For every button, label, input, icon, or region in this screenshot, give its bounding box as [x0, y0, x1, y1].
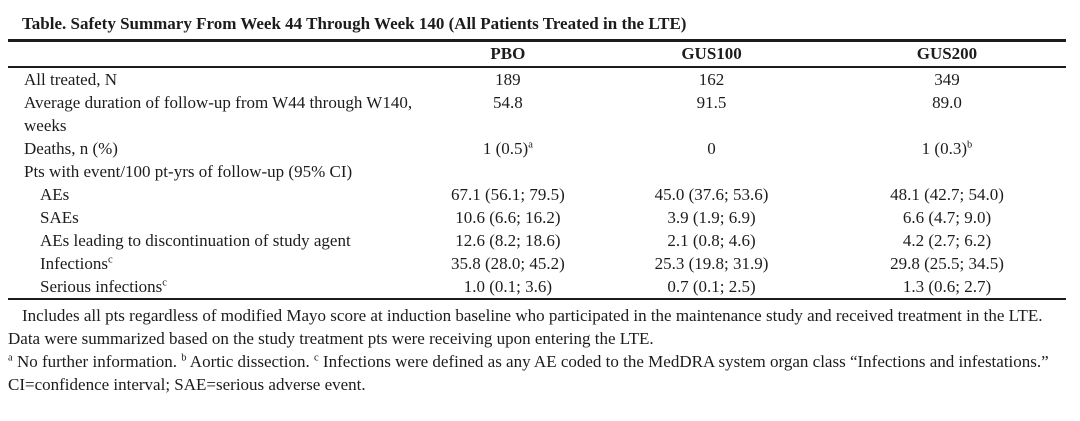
table-row: All treated, N 189 162 349 [8, 67, 1066, 91]
cell-value: 89.0 [932, 93, 962, 112]
header-row: PBO GUS100 GUS200 [8, 42, 1066, 68]
cell-value: 189 [495, 70, 521, 89]
cell-value [421, 160, 596, 183]
row-label: AEs [40, 185, 70, 204]
footnote-abbreviations: CI=confidence interval; SAE=serious adve… [8, 375, 366, 394]
cell-value [828, 160, 1066, 183]
table-row: AEs leading to discontinuation of study … [8, 229, 1066, 252]
cell-value: 2.1 (0.8; 4.6) [667, 231, 756, 250]
cell-value: 29.8 (25.5; 34.5) [890, 254, 1004, 273]
table-row: Pts with event/100 pt-yrs of follow-up (… [8, 160, 1066, 183]
row-label: Average duration of follow-up from W44 t… [24, 93, 413, 135]
cell-value: 1.3 (0.6; 2.7) [902, 277, 992, 296]
cell-value: 48.1 (42.7; 54.0) [890, 185, 1004, 204]
table-row: Infectionsc 35.8 (28.0; 45.2) 25.3 (19.8; … [8, 252, 1066, 275]
cell-value: 91.5 [696, 93, 727, 112]
cell-value: 162 [698, 70, 725, 89]
cell-value: 0 [707, 139, 716, 158]
row-label: SAEs [40, 208, 79, 227]
cell-value: 1 (0.3)b [921, 139, 973, 158]
row-label: All treated, N [24, 70, 117, 89]
cell-value: 10.6 (6.6; 16.2) [455, 208, 561, 227]
column-header-rowlabels [8, 42, 421, 68]
cell-value: 25.3 (19.8; 31.9) [654, 254, 769, 273]
footnote-population: Includes all pts regardless of modified … [8, 306, 1043, 348]
cell-value: 35.8 (28.0; 45.2) [450, 254, 565, 273]
cell-value: 12.6 (8.2; 18.6) [455, 231, 561, 250]
table-title: Table. Safety Summary From Week 44 Throu… [8, 13, 1066, 42]
cell-value [595, 160, 828, 183]
footnotes-block: Includes all pts regardless of modified … [8, 304, 1066, 396]
column-header-pbo: PBO [420, 42, 596, 68]
row-label: Pts with event/100 pt-yrs of follow-up (… [24, 162, 353, 181]
cell-value: 1 (0.5)a [482, 139, 533, 158]
footnote-markers: a No further information. b Aortic disse… [8, 352, 1049, 371]
cell-value: 0.7 (0.1; 2.5) [667, 277, 756, 296]
table-row: Average duration of follow-up from W44 t… [8, 91, 1066, 137]
column-header-gus100: GUS100 [595, 42, 828, 68]
table-row: SAEs 10.6 (6.6; 16.2) 3.9 (1.9; 6.9) 6.6 (4… [8, 206, 1066, 229]
column-header-gus200: GUS200 [827, 42, 1066, 68]
row-label: Infectionsc [40, 254, 113, 273]
cell-value: 349 [934, 70, 960, 89]
table-row: Deaths, n (%) 1 (0.5)a 0 1 (0.3)b [8, 137, 1066, 160]
safety-summary-table: PBO GUS100 GUS200 All treated, N 189 162 34… [8, 42, 1066, 300]
table-body: All treated, N 189 162 349 Average duration … [8, 67, 1066, 299]
cell-value: 67.1 (56.1; 79.5) [450, 185, 565, 204]
row-label: Serious infectionsc [40, 277, 167, 296]
cell-value: 6.6 (4.7; 9.0) [902, 208, 992, 227]
safety-summary-page: Table. Safety Summary From Week 44 Throu… [8, 13, 1066, 396]
table-row: Serious infectionsc 1.0 (0.1; 3.6) 0.7 (0.… [8, 275, 1066, 299]
table-row: AEs 67.1 (56.1; 79.5) 45.0 (37.6; 53.6) 48.… [8, 183, 1066, 206]
row-label: AEs leading to discontinuation of study … [40, 231, 351, 250]
row-label: Deaths, n (%) [24, 139, 118, 158]
cell-value: 45.0 (37.6; 53.6) [654, 185, 769, 204]
cell-value: 1.0 (0.1; 3.6) [463, 277, 553, 296]
cell-value: 4.2 (2.7; 6.2) [902, 231, 992, 250]
cell-value: 3.9 (1.9; 6.9) [667, 208, 756, 227]
cell-value: 54.8 [493, 93, 523, 112]
